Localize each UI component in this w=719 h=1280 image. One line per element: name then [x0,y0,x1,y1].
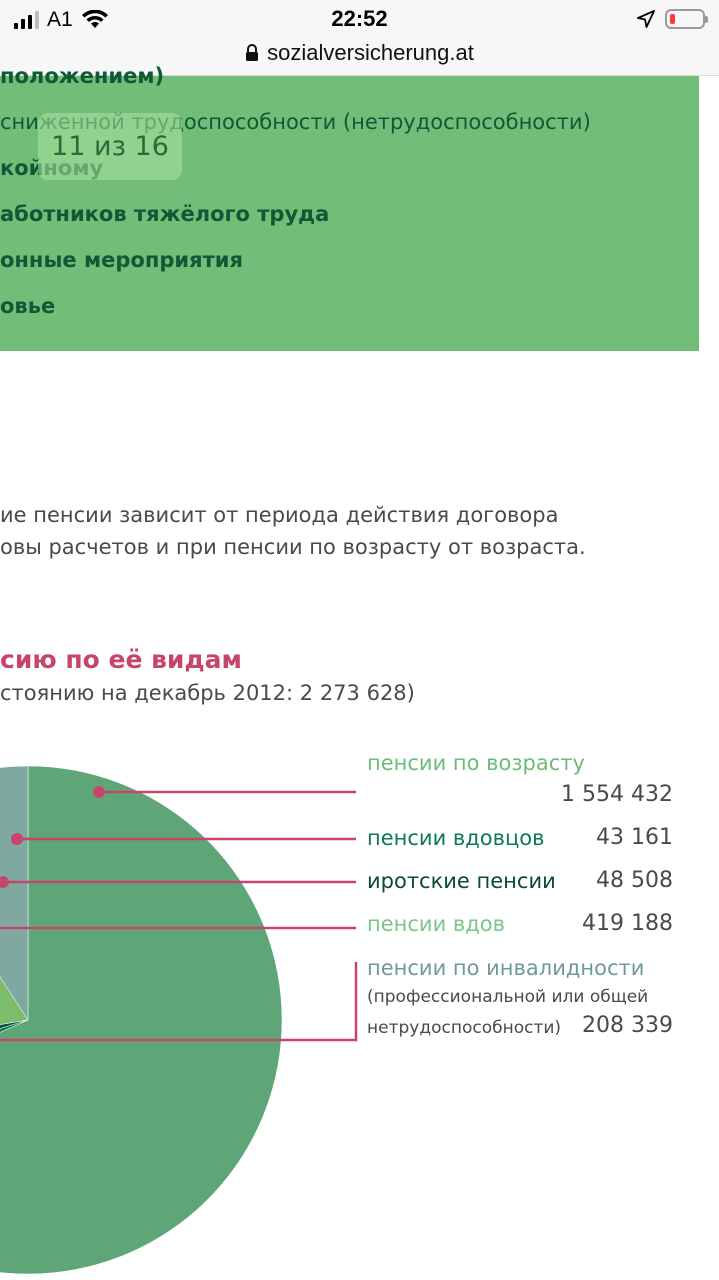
menu-item-1[interactable]: положением) [0,64,165,88]
status-right [637,9,708,29]
paragraph-line-1: ие пенсии зависит от периода действия до… [0,503,559,527]
find-in-page-counter: 11 из 16 [38,113,182,180]
leader-line-disability [0,962,358,1042]
menu-item-4[interactable]: аботников тяжёлого труда [0,202,330,226]
body-paragraph: ие пенсии зависит от периода действия до… [0,499,586,563]
value-age-pension: 1 554 432 [561,782,673,807]
location-arrow-icon [637,10,655,28]
value-widows-pension: 419 188 [582,911,673,936]
value-widowers-pension: 43 161 [596,825,673,850]
leader-lines [0,786,358,1042]
wifi-icon [81,10,108,28]
pension-pie-chart [0,765,283,1275]
chart-subtitle: стоянию на декабрь 2012: 2 273 628) [0,681,415,705]
slice-orphans-pension [0,1019,29,1029]
paragraph-line-2: овы расчетов и при пенсии по возрасту от… [0,535,586,559]
status-bar: A1 22:52 [0,0,719,38]
address-bar[interactable]: sozialversicherung.at [0,38,719,76]
chart-title: сию по её видам [0,645,242,674]
label-widowers-pension: пенсии вдовцов [367,826,545,850]
label-orphans-pension: иротские пенсии [367,869,556,893]
label-age-pension: пенсии по возрасту [367,751,585,775]
lock-icon [246,44,259,61]
url-display[interactable]: sozialversicherung.at [0,40,719,66]
slice-widowers-pension [0,1019,29,1033]
menu-item-6[interactable]: овье [0,294,56,318]
url-text: sozialversicherung.at [267,40,474,65]
menu-item-5[interactable]: онные мероприятия [0,248,243,272]
slice-disability-pension [0,765,29,1021]
slice-widows-pension [0,976,29,1025]
clock: 22:52 [331,6,388,31]
carrier-name: A1 [47,8,73,31]
value-orphans-pension: 48 508 [596,868,673,893]
label-disability-pension: пенсии по инвалидности [367,956,645,980]
label-widows-pension: пенсии вдов [367,912,506,936]
value-disability-pension: 208 339 [582,1013,673,1038]
note-disability-line-1: (профессиональной или общей [367,987,649,1007]
note-disability-line-2: нетрудоспособности) [367,1018,562,1038]
status-left: A1 [14,8,109,32]
cellular-signal-icon [14,11,39,29]
slice-age-pension [0,765,283,1275]
battery-icon [665,9,708,29]
